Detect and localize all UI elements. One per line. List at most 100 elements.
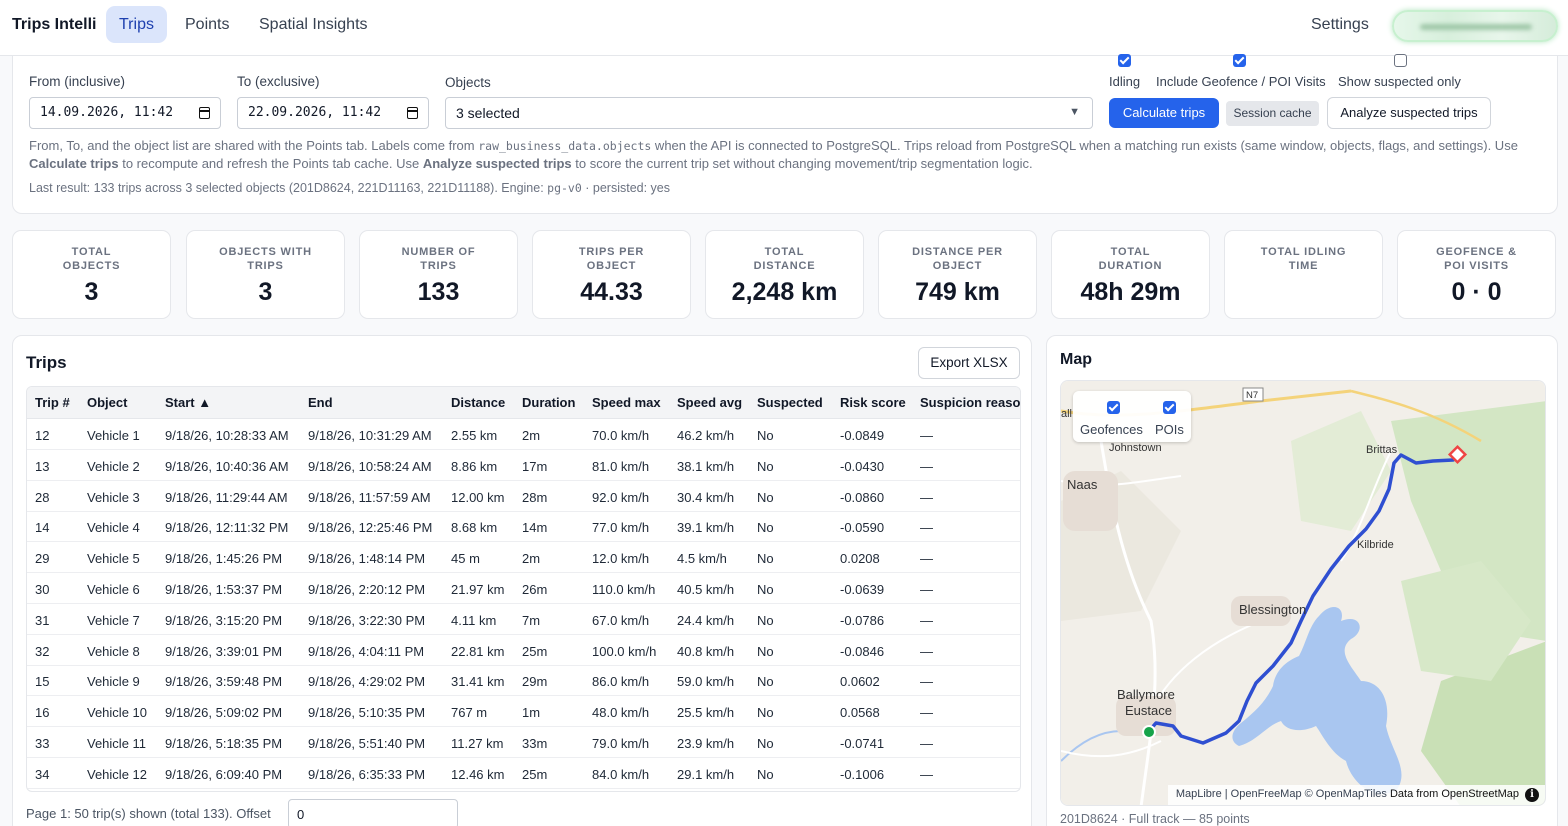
table-cell: Vehicle 4 — [87, 520, 140, 536]
table-cell: No — [757, 582, 774, 597]
place-label-brittas: Brittas — [1366, 444, 1398, 456]
column-header[interactable]: Speed avg — [677, 395, 743, 410]
to-datetime-input[interactable]: 22.09.2026, 11:42 — [237, 97, 429, 129]
map-forest — [1421, 641, 1545, 805]
column-header[interactable]: Suspected — [757, 395, 823, 410]
table-cell: 25m — [522, 766, 548, 782]
include-geofence-poi-checkbox[interactable] — [1233, 54, 1246, 67]
start-marker-icon[interactable] — [1142, 725, 1156, 739]
info-icon[interactable]: i — [1525, 788, 1539, 802]
column-header[interactable]: Risk score — [840, 395, 906, 410]
map-title: Map — [1060, 351, 1092, 368]
table-row[interactable]: 30 Vehicle 6 9/18/26, 1:53:37 PM 9/18/26, 2… — [27, 573, 1020, 604]
stat-label: OBJECT — [586, 260, 637, 272]
from-datetime-input[interactable]: 14.09.2026, 11:42 — [29, 97, 221, 129]
table-row[interactable]: 33 Vehicle 11 9/18/26, 5:18:35 PM 9/18/26, … — [27, 727, 1020, 758]
table-cell: — — [920, 582, 933, 597]
table-cell: 0.0568 — [840, 705, 880, 721]
table-cell: 9/18/26, 10:28:33 AM — [165, 428, 289, 443]
column-header[interactable]: Object — [87, 395, 128, 410]
session-cache-button[interactable]: Session cache — [1226, 101, 1319, 126]
map-forest — [1401, 561, 1531, 681]
stat-geofence-poi-visits: GEOFENCE & POI VISITS 0 · 0 — [1397, 230, 1556, 319]
column-header[interactable]: Distance — [451, 395, 506, 410]
stat-label: OBJECT — [932, 260, 983, 272]
table-row[interactable]: 28 Vehicle 3 9/18/26, 11:29:44 AM 9/18/26, … — [27, 481, 1020, 512]
table-cell: 9/18/26, 6:09:40 PM — [165, 766, 283, 782]
end-marker-icon[interactable] — [1447, 444, 1468, 465]
place-label-partial: all — [1061, 408, 1072, 420]
table-row[interactable]: 13 Vehicle 2 9/18/26, 10:40:36 AM 9/18/26, … — [27, 450, 1020, 481]
column-header[interactable]: Speed max — [592, 395, 661, 410]
table-cell: No — [757, 489, 774, 505]
map-canvas[interactable]: Naas Johnstown Brittas Kilbride Blessing… — [1061, 381, 1546, 806]
table-row[interactable]: 16 Vehicle 10 9/18/26, 5:09:02 PM 9/18/26, … — [27, 696, 1020, 728]
pois-toggle-label: POIs — [1155, 422, 1184, 437]
from-label: From (inclusive) — [29, 74, 126, 89]
geofences-toggle-checkbox[interactable] — [1107, 401, 1120, 414]
calendar-icon[interactable] — [407, 107, 418, 119]
tab-spatial-insights[interactable]: Spatial Insights — [259, 16, 368, 33]
table-cell: No — [757, 736, 774, 751]
table-cell: -0.0430 — [840, 458, 885, 474]
offset-input[interactable]: 0 — [288, 799, 458, 826]
objects-table-name: raw_business_data.objects — [478, 139, 652, 153]
table-row[interactable]: 15 Vehicle 9 9/18/26, 3:59:48 PM 9/18/26, 4… — [27, 665, 1020, 697]
table-cell: 9/18/26, 1:53:37 PM — [165, 582, 283, 597]
table-cell: 9/18/26, 5:10:35 PM — [308, 705, 426, 721]
table-row[interactable]: 32 Vehicle 8 9/18/26, 3:39:01 PM 9/18/26, 4… — [27, 635, 1020, 666]
column-header[interactable]: Trip # — [35, 395, 70, 410]
table-cell: 25.5 km/h — [677, 705, 735, 721]
tab-points[interactable]: Points — [185, 16, 230, 33]
trips-panel: Trips Export XLSX Trip # Object Start ▲ End… — [12, 335, 1032, 826]
table-cell: No — [757, 643, 774, 659]
stat-label: OBJECTS — [62, 260, 121, 272]
column-header[interactable]: End — [308, 395, 333, 410]
idling-checkbox[interactable] — [1118, 54, 1131, 67]
stat-value: 133 — [417, 278, 460, 306]
table-cell: No — [757, 458, 774, 474]
osm-attribution-link[interactable]: Data from OpenStreetMap — [1389, 788, 1519, 800]
table-row[interactable]: 12 Vehicle 1 9/18/26, 10:28:33 AM 9/18/26, … — [27, 419, 1020, 450]
show-suspected-only-checkbox[interactable] — [1394, 54, 1407, 67]
table-cell: 13 — [35, 458, 50, 474]
export-xlsx-button[interactable]: Export XLSX — [918, 347, 1020, 379]
table-row[interactable]: 29 Vehicle 5 9/18/26, 1:45:26 PM 9/18/26, 1… — [27, 542, 1020, 574]
table-row[interactable]: 34 Vehicle 12 9/18/26, 6:09:40 PM 9/18/26, … — [27, 758, 1020, 789]
settings-link[interactable]: Settings — [1311, 16, 1369, 33]
table-cell: Vehicle 3 — [87, 489, 140, 505]
table-cell: 70.0 km/h — [592, 428, 650, 443]
table-cell: 9/18/26, 3:22:30 PM — [308, 612, 426, 628]
tab-trips[interactable]: Trips — [106, 6, 167, 43]
column-header[interactable]: Duration — [522, 395, 576, 410]
table-cell: 16 — [35, 705, 50, 721]
objects-select[interactable]: 3 selected ▼ — [445, 97, 1093, 129]
pois-toggle-checkbox[interactable] — [1163, 401, 1176, 414]
analyze-suspected-trips-button[interactable]: Analyze suspected trips — [1327, 97, 1491, 129]
stat-label: DURATION — [1098, 260, 1163, 272]
stat-value: 0 · 0 — [1451, 278, 1502, 306]
place-label-eustace: Eustace — [1125, 703, 1172, 718]
calendar-icon[interactable] — [199, 107, 210, 119]
column-header[interactable]: Suspicion reaso — [920, 395, 1021, 410]
table-row[interactable]: 14 Vehicle 4 9/18/26, 12:11:32 PM 9/18/26, … — [27, 511, 1020, 543]
table-cell: — — [920, 736, 933, 751]
calculate-trips-button[interactable]: Calculate trips — [1109, 98, 1219, 128]
table-row[interactable]: 31 Vehicle 7 9/18/26, 3:15:20 PM 9/18/26, 3… — [27, 604, 1020, 635]
include-geofence-poi-label: Include Geofence / POI Visits — [1156, 74, 1326, 89]
trip-track-line[interactable] — [1147, 453, 1455, 745]
map-panel: Map — [1046, 335, 1558, 826]
stat-total-idling-time: TOTAL IDLING TIME — [1224, 230, 1383, 319]
trip-map[interactable]: Naas Johnstown Brittas Kilbride Blessing… — [1060, 380, 1546, 806]
table-cell: 38.1 km/h — [677, 458, 735, 474]
account-badge[interactable] — [1392, 10, 1558, 42]
table-cell: 14 — [35, 520, 50, 536]
stat-distance-per-object: DISTANCE PER OBJECT 749 km — [878, 230, 1037, 319]
to-datetime-value: 22.09.2026, 11:42 — [248, 105, 382, 120]
table-cell: 21.97 km — [451, 582, 505, 597]
table-cell: No — [757, 551, 774, 567]
map-layer-toggles: Geofences POIs — [1073, 391, 1191, 442]
table-cell: -0.0860 — [840, 489, 885, 505]
table-cell: No — [757, 520, 774, 536]
column-header[interactable]: Start ▲ — [165, 395, 212, 410]
